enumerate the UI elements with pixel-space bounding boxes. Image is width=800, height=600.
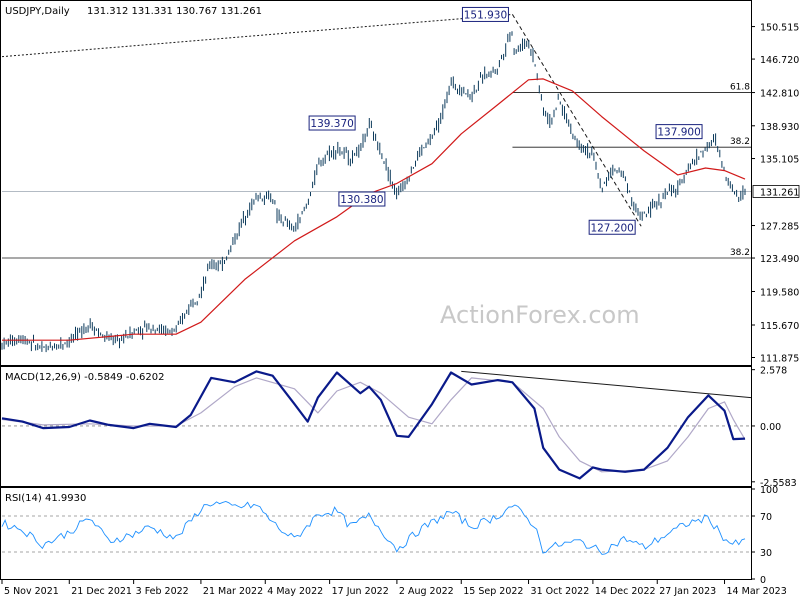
price-trendline [1, 13, 513, 58]
axis-layer: 150.515 146.720 142.810 138.930 135.105 131.2… [1, 23, 800, 597]
price-tick-label: 135.105 [760, 155, 799, 166]
price-trendline [512, 14, 642, 227]
x-tick-label: 21 Mar 2022 [203, 586, 263, 597]
price-tick-label: 123.490 [760, 254, 799, 265]
x-tick-label: 31 Oct 2022 [531, 586, 590, 597]
price-annotation-label: 151.930 [464, 9, 507, 21]
watermark: ActionForex.com [440, 301, 640, 329]
price-annotation-label: 139.370 [310, 118, 353, 130]
price-tick-label: 138.930 [760, 122, 799, 133]
x-tick-label: 4 May 2022 [267, 586, 323, 597]
price-annotation-label: 137.900 [657, 127, 700, 139]
price-annotation-box [338, 191, 386, 207]
price-layer: 61.8 38.2 38.2 151.930 139.370 130.380 137.900… [1, 6, 751, 353]
macd-tick-label: 0.00 [760, 422, 781, 433]
x-tick-label: 21 Dec 2021 [71, 586, 132, 597]
fib-level-label: 38.2 [730, 248, 750, 258]
price-tick-label: 127.285 [760, 222, 799, 233]
rsi-tick-label: 100 [760, 485, 778, 496]
x-tick-label: 15 Sep 2022 [463, 586, 523, 597]
price-annotation-box [655, 124, 703, 140]
macd-tick-label: 2.578 [760, 366, 787, 377]
macd-title: MACD(12,26,9) -0.5849 -0.6202 [5, 372, 165, 383]
x-tick-label: 3 Feb 2022 [136, 586, 189, 597]
price-tick-label: 115.670 [760, 321, 799, 332]
price-tick-label: 131.261 [760, 187, 799, 198]
price-tick-label: 119.580 [760, 288, 799, 299]
price-tick-label: 146.720 [760, 55, 799, 66]
symbol-label: USDJPY,Daily [5, 6, 70, 17]
rsi-tick-label: 30 [760, 548, 772, 559]
x-tick-label: 17 Jun 2022 [332, 586, 389, 597]
fib-level-label: 61.8 [730, 83, 750, 93]
macd-layer [1, 370, 752, 480]
price-annotation-label: 130.380 [340, 194, 383, 206]
x-tick-label: 5 Nov 2021 [4, 586, 59, 597]
macd-signal-line [1, 377, 746, 473]
price-panel [0, 0, 752, 366]
macd-trendline [461, 370, 752, 399]
x-tick-label: 14 Dec 2022 [595, 586, 656, 597]
x-tick-label: 27 Jan 2023 [659, 586, 716, 597]
macd-line [1, 370, 746, 480]
last-price-marker [752, 185, 800, 198]
rsi-title: RSI(14) 41.9930 [5, 493, 86, 504]
rsi-tick-label: 0 [760, 575, 766, 586]
x-tick-label: 14 Mar 2023 [727, 586, 787, 597]
macd-tick-label: -2.5583 [760, 478, 797, 489]
price-annotation-box [588, 219, 636, 235]
fib-level-label: 38.2 [730, 137, 750, 147]
rsi-tick-label: 70 [760, 512, 772, 523]
price-tick-label: 142.810 [760, 89, 799, 100]
moving-average-line [2, 78, 746, 341]
price-annotation-box [308, 115, 356, 131]
x-tick-label: 2 Aug 2022 [399, 586, 454, 597]
ohlc-label: 131.312 131.331 130.767 131.261 [87, 6, 262, 17]
price-tick-label: 150.515 [760, 23, 799, 34]
price-annotation-label: 127.200 [590, 222, 633, 234]
price-annotation-box [461, 6, 509, 22]
rsi-panel [0, 487, 752, 580]
rsi-line [1, 501, 746, 555]
price-tick-label: 111.875 [760, 354, 799, 365]
rsi-layer [1, 501, 751, 555]
